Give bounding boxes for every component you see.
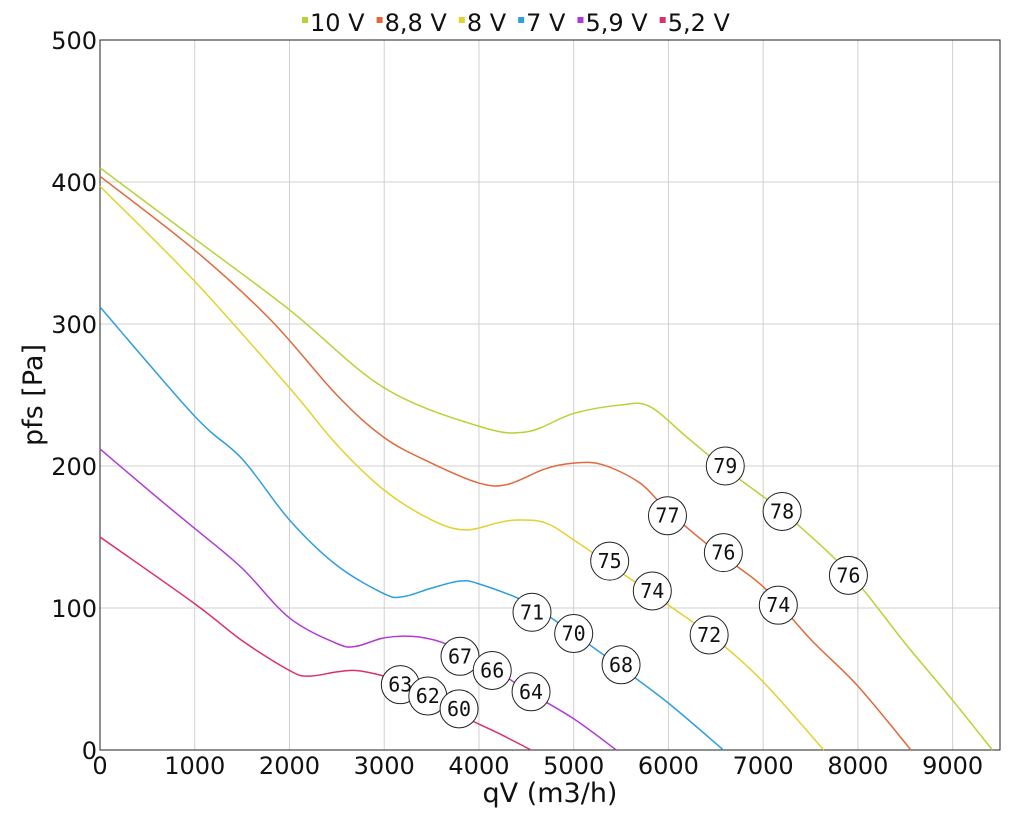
x-tick-label: 2000 [259,752,320,780]
badge-label: 76 [711,541,735,565]
sound-level-badge: 74 [758,585,798,625]
badge-label: 76 [836,563,860,587]
badge-label: 77 [655,504,679,528]
badge-label: 66 [480,658,504,682]
badge-circle [511,672,551,712]
legend-label: 5,2 V [668,9,731,37]
badge-circle [647,496,687,536]
legend-label: 8,8 V [385,9,448,37]
legend-swatch [659,17,666,23]
x-tick-label: 1000 [164,752,225,780]
legend-swatch [376,17,383,23]
ticks-layer: 0 1000 2000 3000 4000 5000 6000 7000 8000 9000 0 10… [51,27,983,780]
badge-label: 62 [416,684,440,708]
badge-label: 67 [448,644,472,668]
series-line-0 [99,167,994,751]
legend: 10 V 8,8 V 8 V 7 V 5,9 V 5,2 V [302,9,730,37]
sound-level-badge: 74 [632,571,672,611]
badge-label: 72 [697,623,721,647]
sound-level-badge: 76 [828,555,868,595]
badge-circle [705,446,745,486]
y-tick-label: 400 [51,169,97,197]
badge-circle [828,555,868,595]
badge-circle [512,592,552,632]
legend-entry: 5,2 V [659,9,731,37]
badge-circle [758,585,798,625]
legend-swatch [458,17,465,23]
legend-label: 7 V [526,9,566,37]
badge-circle [554,614,594,654]
badge-circle [703,533,743,573]
series-line-2 [99,185,825,751]
badge-label: 68 [609,653,633,677]
sound-level-badge: 77 [647,496,687,536]
legend-label: 8 V [467,9,507,37]
x-tick-label: 4000 [448,752,509,780]
y-tick-label: 0 [82,737,97,765]
sound-level-badge: 70 [554,614,594,654]
sound-level-badge: 60 [439,689,479,729]
legend-entry: 8,8 V [376,9,448,37]
y-axis-label: pfs [Pa] [18,344,49,446]
badge-circle [762,491,802,531]
plot-frame [99,39,1001,751]
badge-label: 78 [770,499,794,523]
badge-label: 70 [562,622,586,646]
badge-label: 79 [713,454,737,478]
legend-entry: 5,9 V [577,9,648,37]
legend-swatch [302,17,308,23]
sound-level-badge: 76 [703,533,743,573]
sound-level-badge: 66 [472,650,512,690]
x-tick-label: 5000 [543,752,604,780]
badge-label: 75 [598,549,622,573]
legend-swatch [577,17,584,23]
badge-label: 74 [766,593,790,617]
x-tick-label: 0 [92,752,107,780]
x-tick-label: 9000 [922,752,983,780]
x-axis-label: qV (m3/h) [483,778,618,809]
badge-label: 60 [447,697,471,721]
x-tick-label: 3000 [354,752,415,780]
legend-swatch [518,17,525,23]
legend-label: 10 V [310,9,365,37]
y-tick-label: 500 [51,27,97,55]
badge-circle [590,541,630,581]
x-tick-label: 6000 [638,752,699,780]
sound-level-badge: 62 [408,676,448,716]
badge-circle [439,689,479,729]
annotation-layer: 79 78 76 77 76 74 75 74 72 71 70 68 67 66 64 63 62 60 [380,446,868,729]
y-tick-label: 100 [51,595,97,623]
y-tick-label: 200 [51,453,97,481]
grid-layer [99,39,1000,751]
legend-entry: 10 V [302,9,365,37]
sound-level-badge: 67 [440,636,480,676]
badge-circle [601,645,641,685]
sound-level-badge: 79 [705,446,745,486]
badge-label: 74 [640,579,664,603]
badge-circle [472,650,512,690]
legend-entry: 7 V [518,9,566,37]
sound-level-badge: 64 [511,672,551,712]
sound-level-badge: 68 [601,645,641,685]
x-tick-label: 8000 [827,752,888,780]
sound-level-badge: 75 [590,541,630,581]
badge-circle [632,571,672,611]
badge-label: 63 [388,673,412,697]
x-tick-label: 7000 [733,752,794,780]
sound-level-badge: 71 [512,592,552,632]
sound-level-badge: 78 [762,491,802,531]
sound-level-badge: 72 [689,615,729,655]
badge-label: 71 [520,600,544,624]
legend-entry: 8 V [458,9,507,37]
series-layer [99,167,994,751]
y-tick-label: 300 [51,311,97,339]
badge-circle [689,615,729,655]
badge-label: 64 [519,680,543,704]
legend-label: 5,9 V [585,9,648,37]
